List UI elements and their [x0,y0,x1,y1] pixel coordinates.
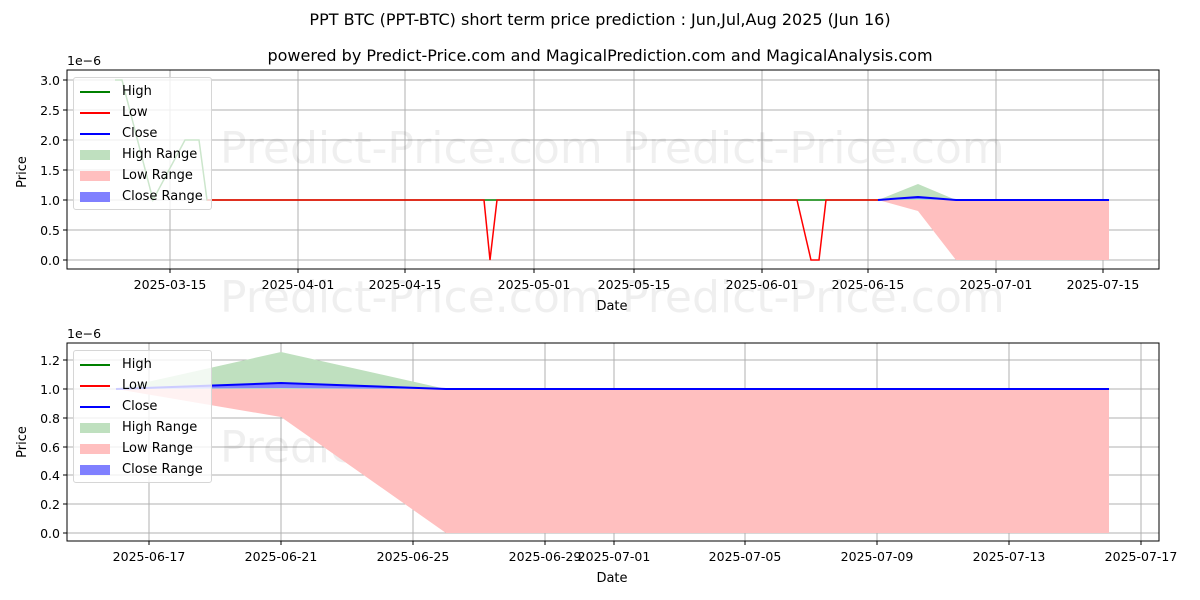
watermark: Predict-Price.com [220,272,603,323]
top-x-ticks [169,269,1104,273]
chart-title: PPT BTC (PPT-BTC) short term price predi… [309,10,891,29]
x-tick-label: 2025-06-01 [726,277,799,292]
x-tick-label: 2025-06-17 [113,549,186,564]
x-axis-label: Date [596,299,627,314]
x-tick-label: 2025-07-13 [973,549,1046,564]
x-tick-label: 2025-05-01 [498,277,571,292]
legend-item-high: High [80,354,203,375]
y-tick-label: 2.0 [40,133,60,148]
x-tick-label: 2025-06-25 [377,549,450,564]
watermark: Predict-Price.com [622,272,1005,323]
legend-patch-swatch [80,149,110,160]
legend-line-swatch [80,405,110,408]
x-tick-label: 2025-07-15 [1067,277,1140,292]
legend-line-swatch [80,384,110,387]
legend-patch-swatch [80,170,110,181]
legend-item-high-range: High Range [80,144,203,165]
legend-label: Low Range [122,441,193,456]
y-tick-label: 1.0 [40,193,60,208]
y-tick-label: 0.0 [40,526,60,541]
y-tick-label: 0.0 [40,253,60,268]
legend-label: High Range [122,147,198,162]
bottom-y-ticks [63,359,67,534]
y-scale-label: 1e−6 [67,53,101,68]
low-range-area [878,200,1109,260]
legend-item-close-range: Close Range [80,459,203,480]
legend-line-swatch [80,111,110,114]
legend-line-swatch [80,132,110,135]
x-tick-label: 2025-07-09 [841,549,914,564]
bottom-chart: Predict-Price.com Predict-Price.com 0.0 … [15,326,1177,586]
x-axis-label: Date [596,571,627,586]
x-tick-label: 2025-03-15 [134,277,207,292]
top-chart: Predict-Price.com Predict-Price.com Pred… [15,53,1160,323]
legend-patch-swatch [80,443,110,454]
legend-label: Close [122,399,158,414]
legend-label: Low [122,105,148,120]
legend-label: Low [122,378,148,393]
legend-item-low-range: Low Range [80,165,203,186]
legend-line-swatch [80,90,110,93]
y-axis-label: Price [15,156,30,188]
y-tick-label: 0.6 [40,440,60,455]
legend-line-swatch [80,363,110,366]
legend-patch-swatch [80,191,110,202]
x-tick-label: 2025-04-01 [262,277,335,292]
x-tick-label: 2025-07-01 [578,549,651,564]
watermark: Predict-Price.com [220,123,603,174]
bottom-x-ticks [148,541,1142,545]
y-scale-label: 1e−6 [67,326,101,341]
y-tick-label: 3.0 [40,73,60,88]
y-tick-label: 0.8 [40,411,60,426]
x-tick-label: 2025-06-21 [245,549,318,564]
x-tick-label: 2025-06-15 [832,277,905,292]
legend-label: Close Range [122,189,203,204]
y-tick-label: 1.0 [40,382,60,397]
x-tick-label: 2025-04-15 [369,277,442,292]
legend-label: High [122,357,152,372]
y-tick-label: 0.5 [40,223,60,238]
x-tick-label: 2025-07-01 [960,277,1033,292]
low-line [207,199,878,261]
legend-item-close: Close [80,396,203,417]
bottom-legend: High Low Close High Range Low Range Clos… [73,350,212,483]
low-range-area [116,389,1109,533]
high-range-area [116,352,1109,389]
watermark: Predict-Price.com [622,123,1005,174]
legend-label: High Range [122,420,198,435]
y-tick-label: 0.4 [40,468,60,483]
chart-subtitle: powered by Predict-Price.com and Magical… [267,46,933,65]
x-tick-label: 2025-06-29 [509,549,582,564]
legend-label: Close [122,126,158,141]
y-tick-label: 0.2 [40,497,60,512]
x-tick-label: 2025-07-17 [1105,549,1178,564]
legend-item-low-range: Low Range [80,438,203,459]
legend-item-low: Low [80,102,203,123]
legend-item-high-range: High Range [80,417,203,438]
legend-label: Close Range [122,462,203,477]
top-legend: High Low Close High Range Low Range Clos… [73,77,212,210]
bottom-axes-frame [66,342,1160,542]
y-axis-label: Price [15,426,30,458]
legend-item-high: High [80,81,203,102]
x-tick-label: 2025-07-05 [709,549,782,564]
close-line [877,195,1109,201]
legend-patch-swatch [80,422,110,433]
legend-item-close: Close [80,123,203,144]
y-tick-label: 2.5 [40,103,60,118]
legend-label: Low Range [122,168,193,183]
legend-item-low: Low [80,375,203,396]
x-tick-label: 2025-05-15 [598,277,671,292]
legend-patch-swatch [80,464,110,475]
top-y-ticks [63,79,67,261]
high-range-area [878,184,1109,200]
y-tick-label: 1.5 [40,163,60,178]
legend-item-close-range: Close Range [80,186,203,207]
y-tick-label: 1.2 [40,353,60,368]
legend-label: High [122,84,152,99]
